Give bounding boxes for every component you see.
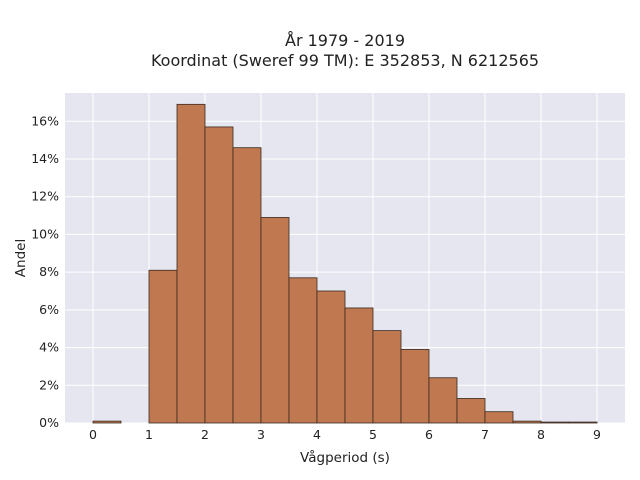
x-tick-label-4: 4 xyxy=(313,427,321,442)
y-axis-label: Andel xyxy=(13,239,29,277)
x-tick-label-3: 3 xyxy=(257,427,265,442)
bar-10 xyxy=(372,330,402,424)
y-tick-label-3: 6% xyxy=(39,302,59,317)
bar-13 xyxy=(456,398,486,424)
y-tick-label-6: 12% xyxy=(31,189,59,204)
x-tick-label-2: 2 xyxy=(201,427,209,442)
x-tick-label-9: 9 xyxy=(593,427,601,442)
y-tick-label-1: 2% xyxy=(39,377,59,392)
x-tick-label-8: 8 xyxy=(537,427,545,442)
y-axis-ticks: 0% 2% 4% 6% 8% 10% 12% 14% 16% xyxy=(31,113,59,430)
bar-8 xyxy=(316,290,346,424)
x-tick-label-5: 5 xyxy=(369,427,377,442)
bar-14 xyxy=(484,411,514,424)
y-tick-label-7: 14% xyxy=(31,151,59,166)
bars xyxy=(92,103,598,424)
chart-title: År 1979 - 2019 xyxy=(285,31,405,50)
bar-5 xyxy=(232,147,262,424)
bar-7 xyxy=(288,277,318,424)
x-tick-label-1: 1 xyxy=(145,427,153,442)
bar-2 xyxy=(148,269,178,424)
bar-9 xyxy=(344,307,374,424)
bar-0 xyxy=(92,420,122,424)
bar-6 xyxy=(260,217,290,424)
y-tick-label-5: 10% xyxy=(31,226,59,241)
bar-4 xyxy=(204,126,234,424)
x-tick-label-6: 6 xyxy=(425,427,433,442)
bar-17 xyxy=(568,421,598,424)
y-tick-label-8: 16% xyxy=(31,113,59,128)
bar-3 xyxy=(176,103,206,424)
bar-16 xyxy=(540,421,570,424)
y-tick-label-4: 8% xyxy=(39,264,59,279)
bar-12 xyxy=(428,377,458,424)
y-tick-label-0: 0% xyxy=(39,415,59,430)
bar-15 xyxy=(512,420,542,424)
bar-11 xyxy=(400,349,430,424)
x-axis-label: Vågperiod (s) xyxy=(300,449,390,466)
chart-subtitle: Koordinat (Sweref 99 TM): E 352853, N 62… xyxy=(151,51,539,70)
x-tick-label-7: 7 xyxy=(481,427,489,442)
y-tick-label-2: 4% xyxy=(39,340,59,355)
x-tick-label-0: 0 xyxy=(89,427,97,442)
x-axis-ticks: 0 1 2 3 4 5 6 7 8 9 xyxy=(89,427,601,442)
